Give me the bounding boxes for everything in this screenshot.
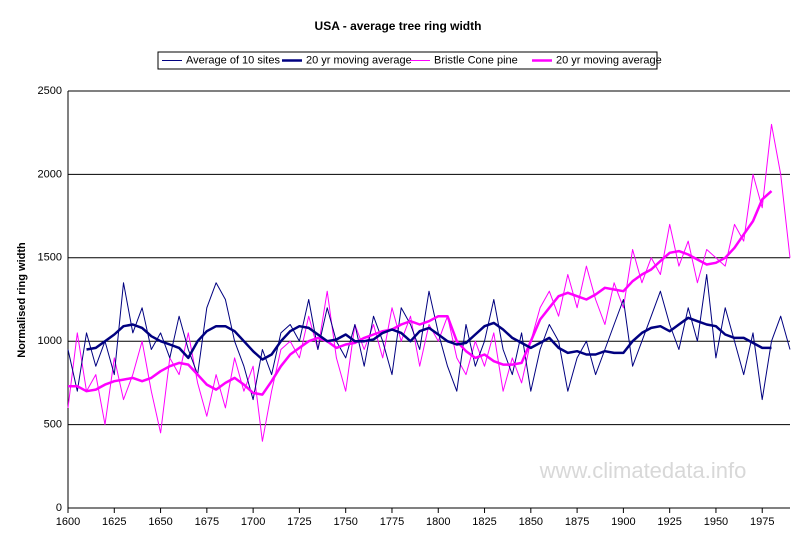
- x-tick-label: 1775: [380, 516, 404, 528]
- y-tick-label: 500: [44, 419, 62, 431]
- y-tick-label: 0: [56, 502, 62, 514]
- x-tick-label: 1850: [519, 516, 543, 528]
- x-tick-label: 1750: [333, 516, 357, 528]
- y-tick-label: 2000: [38, 168, 62, 180]
- x-tick-label: 1625: [102, 516, 126, 528]
- series-line: [86, 316, 772, 361]
- y-tick-label: 2500: [38, 85, 62, 97]
- chart-title: USA - average tree ring width: [315, 19, 482, 33]
- y-axis-label: Normalised ring width: [16, 242, 28, 358]
- legend-label: Average of 10 sites: [186, 54, 280, 66]
- x-tick-label: 1800: [426, 516, 450, 528]
- x-tick-label: 1650: [148, 516, 172, 528]
- series-line: [67, 274, 791, 401]
- series-line: [68, 190, 773, 396]
- legend-label: 20 yr moving average: [556, 54, 662, 66]
- x-tick-label: 1950: [704, 516, 728, 528]
- y-tick-label: 1000: [38, 335, 62, 347]
- x-tick-label: 1675: [195, 516, 219, 528]
- x-tick-label: 1975: [750, 516, 774, 528]
- legend-label: 20 yr moving average: [306, 54, 412, 66]
- x-tick-label: 1725: [287, 516, 311, 528]
- x-tick-label: 1600: [56, 516, 80, 528]
- x-tick-label: 1900: [611, 516, 635, 528]
- legend-box: [157, 51, 658, 70]
- legend-label: Bristle Cone pine: [434, 54, 518, 66]
- series-line: [67, 123, 791, 442]
- x-tick-label: 1825: [472, 516, 496, 528]
- watermark: www.climatedata.info: [539, 458, 747, 483]
- x-tick-label: 1700: [241, 516, 265, 528]
- y-tick-label: 1500: [38, 252, 62, 264]
- x-tick-label: 1875: [565, 516, 589, 528]
- x-tick-label: 1925: [657, 516, 681, 528]
